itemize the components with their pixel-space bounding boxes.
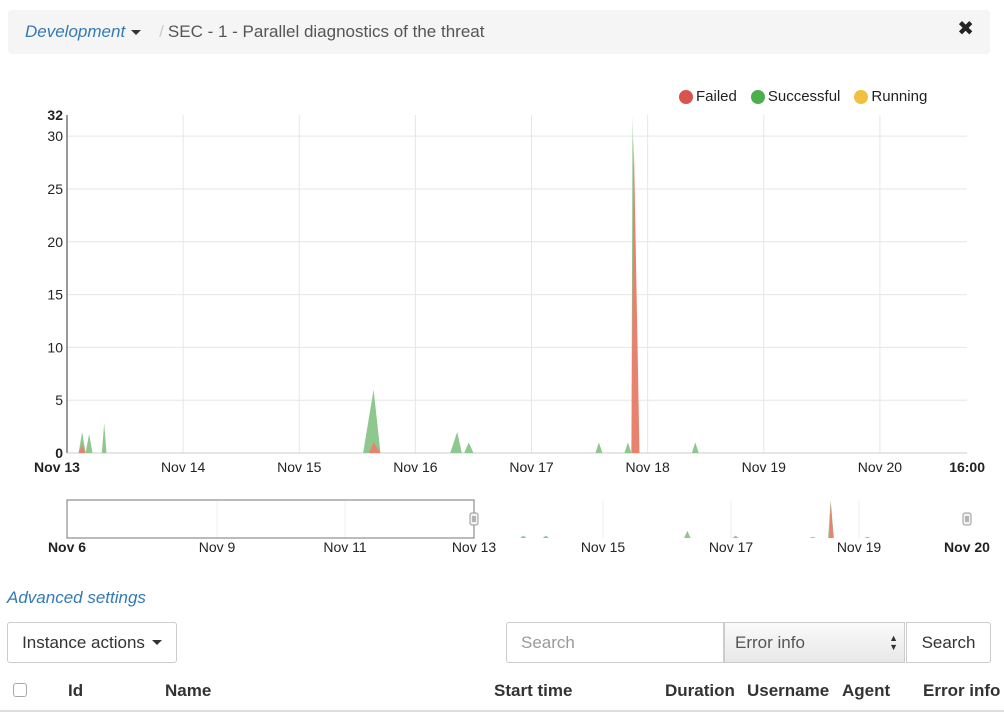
x-tick-label: Nov 16 <box>393 459 438 475</box>
x-tick-label: Nov 20 <box>858 459 903 475</box>
nav-series-failed <box>829 502 834 538</box>
x-tick-label: Nov 19 <box>742 459 787 475</box>
page-title: SEC - 1 - Parallel diagnostics of the th… <box>167 22 485 41</box>
x-tick-label: Nov 14 <box>161 459 206 475</box>
x-tick-label: Nov 17 <box>509 459 554 475</box>
project-label: Development <box>25 22 126 41</box>
column-header-id[interactable]: Id <box>68 681 84 700</box>
select-value: Error info <box>735 632 805 652</box>
nav-x-tick-label: Nov 6 <box>48 539 86 555</box>
advanced-settings-link[interactable]: Advanced settings <box>7 588 146 607</box>
select-all-checkbox[interactable] <box>13 683 27 697</box>
x-tick-label: 16:00 <box>949 459 985 475</box>
nav-x-tick-label: Nov 13 <box>452 539 497 555</box>
column-header-name[interactable]: Name <box>165 681 212 700</box>
select-arrows-icon: ▲ ▼ <box>889 633 898 652</box>
nav-x-tick-label: Nov 15 <box>581 539 626 555</box>
y-tick-label: 32 <box>47 107 63 123</box>
series-area-successful <box>78 115 699 453</box>
legend-item-successful[interactable]: Successful <box>750 88 841 105</box>
nav-x-tick-label: Nov 20 <box>944 539 990 555</box>
column-header-username[interactable]: Username <box>747 681 830 700</box>
legend-dot-failed <box>679 89 693 104</box>
legend-dot-running <box>854 89 869 104</box>
legend-dot-successful <box>750 89 765 104</box>
legend-item-failed[interactable]: Failed <box>679 88 737 105</box>
nav-x-tick-label: Nov 17 <box>709 539 754 555</box>
breadcrumb-separator: / <box>159 22 164 41</box>
legend-item-running[interactable]: Running <box>854 88 927 105</box>
navigator-chart[interactable]: Nov 6 Nov 9 Nov 11 Nov 13 Nov 15 Nov 17 Nov 19… <box>0 492 1004 558</box>
chart-legend: Failed Successful Running <box>679 88 941 105</box>
legend-label: Successful <box>767 88 841 105</box>
caret-down-icon <box>131 30 142 36</box>
column-header-start-time[interactable]: Start time <box>494 681 573 700</box>
x-tick-label: Nov 15 <box>277 459 322 475</box>
nav-x-tick-label: Nov 11 <box>323 539 367 555</box>
nav-x-tick-label: Nov 19 <box>837 539 882 555</box>
instance-actions-button[interactable]: Instance actions <box>7 622 177 663</box>
navigator-selection <box>66 499 475 539</box>
search-button[interactable]: Search <box>906 622 991 663</box>
x-tick-label: Nov 18 <box>625 459 670 475</box>
legend-label: Running <box>871 88 928 105</box>
y-tick-label: 5 <box>55 392 63 408</box>
navigator-handle-right <box>962 512 972 526</box>
y-tick-label: 10 <box>47 339 63 355</box>
y-tick-label: 20 <box>47 234 63 250</box>
navigator-handle-left <box>469 512 479 526</box>
column-header-duration[interactable]: Duration <box>665 681 735 700</box>
y-tick-label: 0 <box>55 445 63 461</box>
x-tick-label: Nov 13 <box>34 459 80 475</box>
legend-label: Failed <box>696 88 737 105</box>
caret-down-icon <box>151 640 162 645</box>
search-field-select[interactable]: Error info ▲ ▼ <box>724 622 905 663</box>
close-icon[interactable]: ✖ <box>957 18 974 40</box>
main-chart: 0 5 10 15 20 25 30 32 Nov 13 Nov 14 Nov 15 Nov 16 No… <box>34 107 985 475</box>
column-header-error-info[interactable]: Error info <box>923 681 1001 700</box>
nav-series-successful <box>520 500 871 538</box>
project-dropdown[interactable]: Development <box>25 22 142 42</box>
breadcrumb: Development / SEC - 1 - Parallel diagnos… <box>8 10 990 54</box>
table-header: Id Name Start time Duration Username Age… <box>0 668 1004 712</box>
column-header-agent[interactable]: Agent <box>842 681 891 700</box>
y-tick-label: 30 <box>47 128 63 144</box>
instance-actions-label: Instance actions <box>22 632 145 652</box>
nav-x-tick-label: Nov 9 <box>199 539 236 555</box>
y-tick-label: 25 <box>47 181 63 197</box>
search-input[interactable] <box>506 622 724 663</box>
y-tick-label: 15 <box>47 287 63 303</box>
